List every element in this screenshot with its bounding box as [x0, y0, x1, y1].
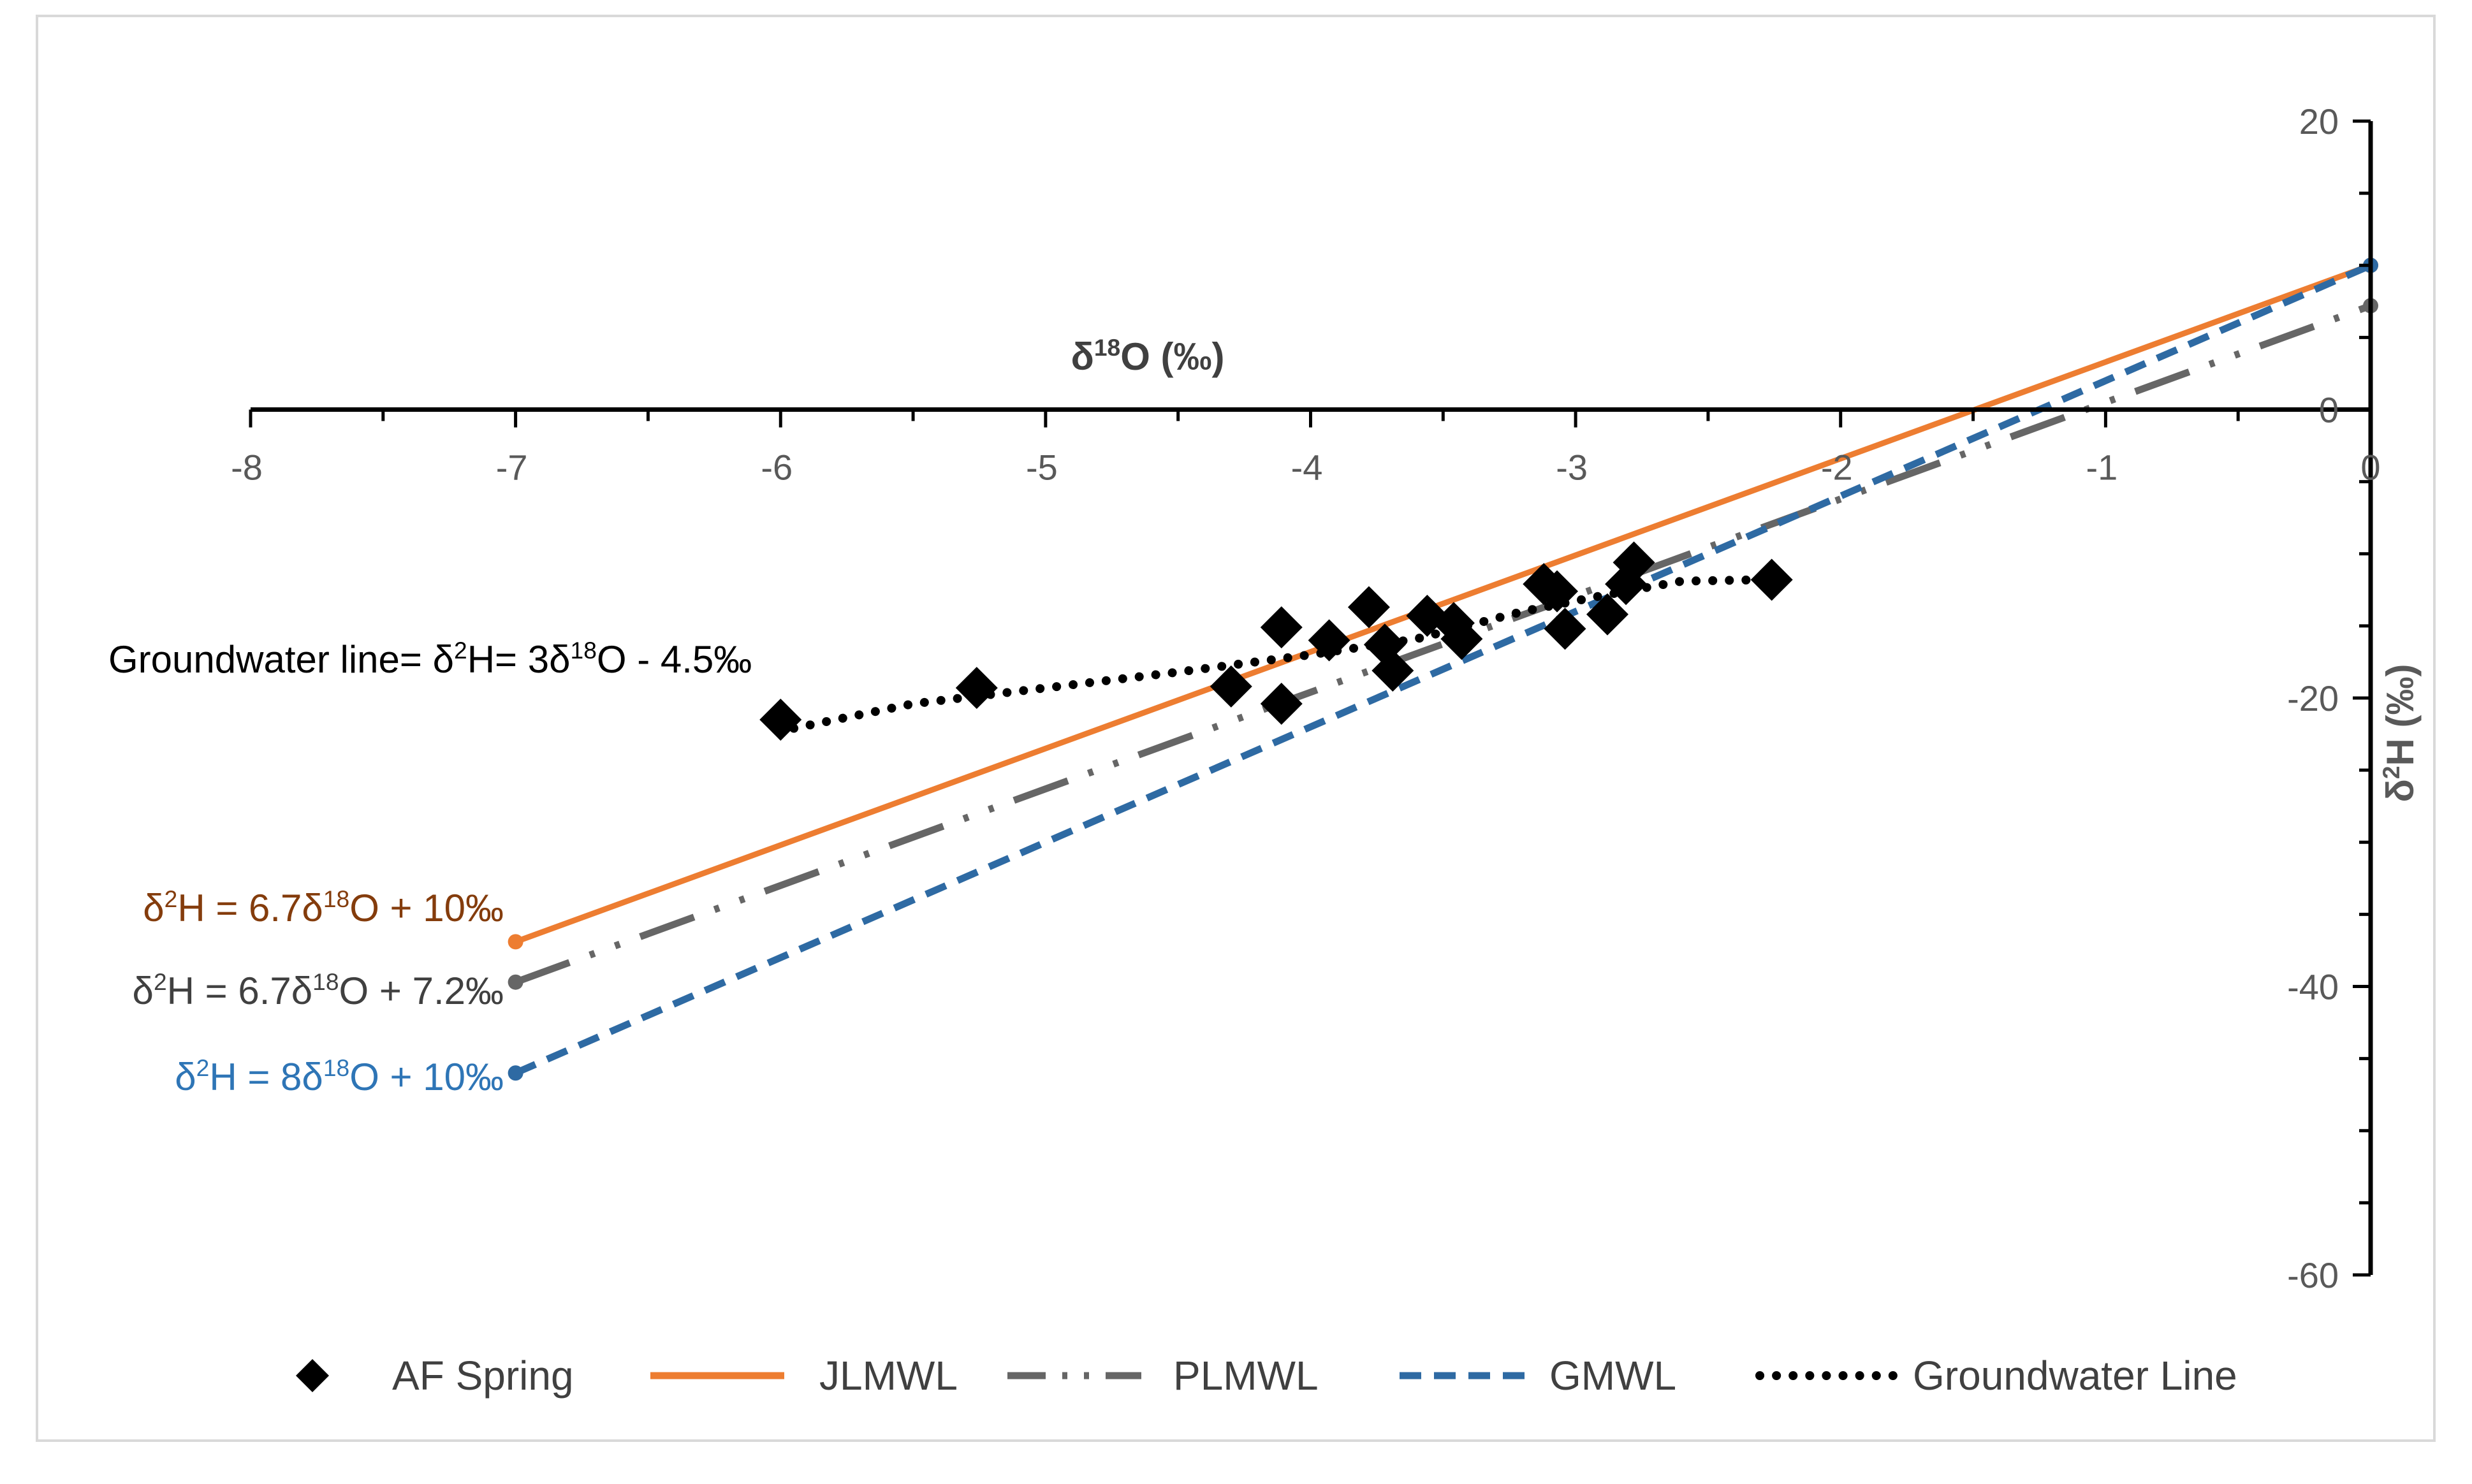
- legend-plmwl-label: PLMWL: [1173, 1353, 1319, 1399]
- af-spring-point: [1440, 618, 1483, 660]
- x-tick-label: -3: [1556, 447, 1588, 488]
- scatter-points: [759, 541, 1793, 741]
- x-tick-label: -4: [1291, 447, 1323, 488]
- x-tick-label: -2: [1821, 447, 1853, 488]
- axis-labels: -8 -7 -6 -5 -4 -3 -2 -1 0 20 0 -20 -40 -60: [231, 101, 2380, 1295]
- legend-gmwl-label: GMWL: [1549, 1353, 1676, 1399]
- jlmwl-start-marker: [508, 934, 523, 950]
- af-spring-point: [1586, 593, 1628, 636]
- jlmwl-line: [515, 263, 2372, 945]
- axes: [249, 119, 2373, 1277]
- af-spring-point: [1210, 665, 1252, 708]
- chart-border: [36, 15, 2436, 1442]
- af-spring-point: [1613, 541, 1655, 584]
- gw-equation-label: Groundwater line= δ2​H= 3δ18​O - 4.5‰: [108, 637, 752, 681]
- legend-af-spring-label: AF Spring: [392, 1353, 574, 1399]
- equation-annotations: Groundwater line= δ2​H= 3δ18​O - 4.5‰ δ2​…: [108, 637, 752, 1098]
- x-tick-label: -7: [496, 447, 528, 488]
- af-spring-point: [1308, 619, 1350, 662]
- x-tick-label: -5: [1026, 447, 1058, 488]
- af-spring-point: [1536, 570, 1579, 613]
- y-tick-label: 0: [2319, 390, 2339, 430]
- y-axis-title: δ2​H (‰): [2378, 664, 2422, 802]
- af-spring-point: [1347, 586, 1390, 629]
- y-tick-label: -60: [2287, 1255, 2339, 1295]
- jl-equation-label: δ2​H = 6.7δ18​O + 10‰: [143, 885, 504, 929]
- af-spring-point: [1371, 650, 1414, 692]
- legend: AF Spring JLMWL PLMWL GMWL Groundwater Line: [296, 1353, 2237, 1399]
- plmwl-line: [514, 302, 2372, 986]
- legend-af-spring-swatch: [296, 1359, 329, 1392]
- af-spring-point: [955, 667, 998, 709]
- legend-jlmwl-label: JLMWL: [819, 1353, 958, 1399]
- x-tick-label: -6: [761, 447, 793, 488]
- legend-groundwater-line-label: Groundwater Line: [1913, 1353, 2237, 1399]
- af-spring-point: [1750, 558, 1793, 601]
- af-spring-point: [1544, 607, 1586, 650]
- gmwl-line: [514, 262, 2373, 1077]
- x-tick-label: -1: [2086, 447, 2117, 488]
- y-tick-label: -40: [2287, 967, 2339, 1007]
- x-axis-title: δ18​O (‰): [1071, 334, 1224, 378]
- gmwl-start-marker: [508, 1065, 523, 1081]
- y-tick-label: -20: [2287, 678, 2339, 718]
- x-tick-label: 0: [2360, 447, 2380, 488]
- pl-equation-label: δ2​H = 6.7δ18​O + 7.2‰: [133, 968, 504, 1012]
- x-tick-label: -8: [231, 447, 263, 488]
- y-tick-label: 20: [2299, 101, 2339, 142]
- af-spring-point: [759, 698, 802, 741]
- af-spring-point: [1260, 683, 1303, 725]
- gm-equation-label: δ2​H = 8δ18​O + 10‰: [175, 1054, 504, 1098]
- af-spring-point: [1260, 606, 1303, 649]
- plmwl-start-marker: [508, 974, 523, 990]
